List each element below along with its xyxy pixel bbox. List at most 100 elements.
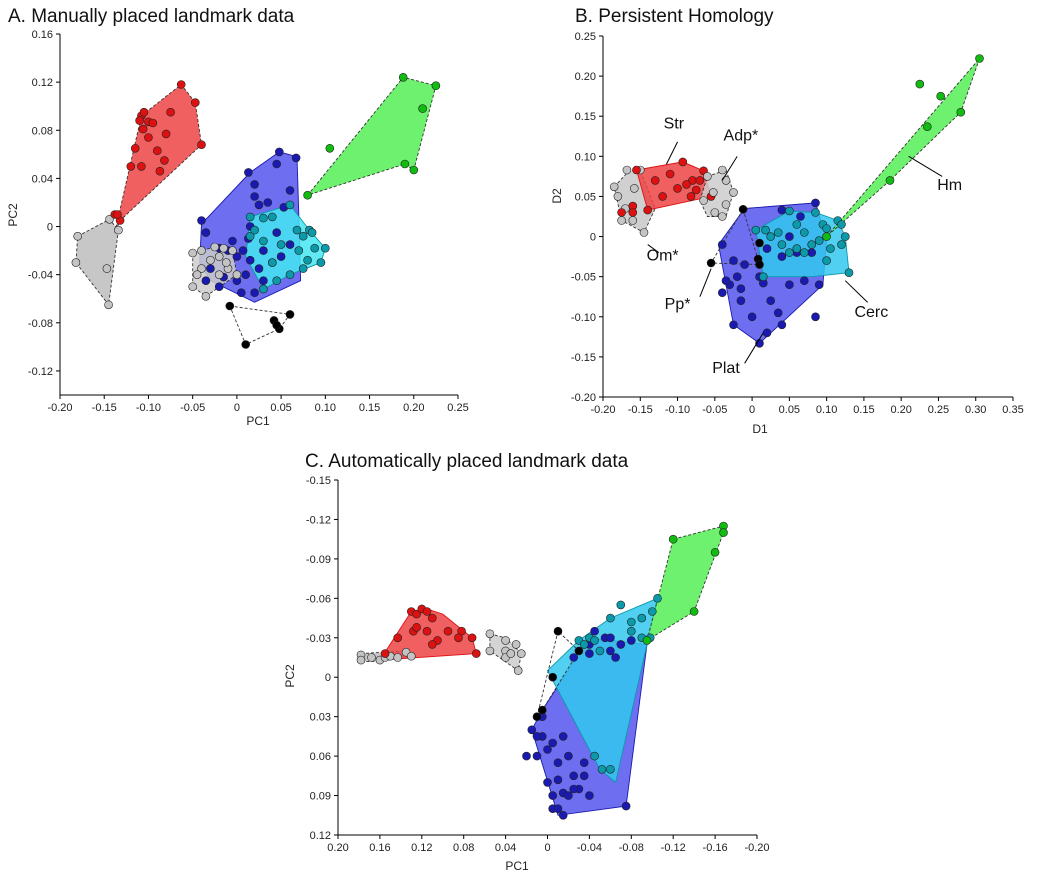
panel-b-group-1-point: [678, 157, 688, 167]
panel-a-group-2-point: [244, 168, 253, 177]
panel-b-x-tick-label: -0.15: [628, 404, 653, 416]
panel-b-group-0-point: [628, 216, 638, 225]
panel-c-group-3-point: [621, 801, 631, 811]
panel-b-y-tick-label: -0.10: [571, 312, 596, 324]
panel-c-group-4-point: [590, 636, 599, 645]
panel-a-group-4-point: [214, 252, 224, 261]
panel-b-group-3-point: [766, 296, 776, 306]
panel-b-annotation-label: Plat: [712, 360, 740, 377]
panel-a-group-3-point: [267, 212, 277, 222]
panel-c-x-tick-label: -0.12: [661, 842, 686, 854]
panel-c-ylabel: PC2: [283, 664, 297, 688]
panel-c-group-2-point: [506, 649, 516, 658]
panel-c-group-3-point: [626, 636, 636, 645]
panel-a-group-6-hull: [306, 76, 437, 197]
panel-a-x-tick-label: 0.05: [270, 402, 291, 414]
panel-b-y-tick-label: 0: [590, 232, 596, 244]
panel-c-y-tick-label: -0.06: [306, 593, 331, 605]
panel-b-group-4-point: [785, 248, 794, 257]
panel-a-y-tick-label: 0.12: [32, 77, 53, 89]
panel-a-x-tick-label: 0.15: [359, 402, 380, 414]
panel-b-group-3-point: [729, 320, 738, 330]
panel-c-group-4-point: [626, 626, 636, 636]
panel-a-x-tick-label: -0.20: [47, 402, 72, 414]
panel-b-y-tick-label: -0.20: [571, 392, 596, 404]
panel-a-group-2-point: [272, 159, 282, 169]
panel-c-group-4-point: [595, 646, 605, 656]
panel-a-group-1-point: [144, 133, 153, 142]
panel-a-group-5-hull: [229, 305, 291, 346]
panel-a-group-4-point: [214, 270, 224, 280]
panel-b-group-3-point: [796, 212, 805, 221]
panel-a-group-2-point: [291, 153, 301, 163]
panel-b-group-4-point: [840, 232, 850, 241]
panel-a-group-2-point: [259, 246, 268, 255]
panel-b-annotation-leader: [699, 268, 712, 297]
panel-a-group-1-point: [161, 129, 171, 139]
panel-b-x-tick-label: -0.20: [590, 404, 615, 416]
panel-b-x-tick-label: 0.25: [928, 404, 949, 416]
panel-b-x-tick-label: 0.20: [890, 404, 911, 416]
panel-c-group-3-point: [590, 626, 599, 636]
panel-b-group-4-point: [799, 248, 809, 257]
panel-b-x-tick-label: 0: [749, 404, 755, 416]
panel-a-group-2-point: [250, 192, 259, 201]
panel-a-plot: -0.20 -0.15 -0.10 -0.05 0 0.05 0.10 0.15 0.20 0.2…: [28, 29, 469, 414]
panel-b-group-4-point: [822, 256, 831, 265]
panel-b-group-3-point: [777, 205, 787, 215]
panel-b-x-tick-label: 0.05: [779, 404, 800, 416]
panel-c-group-3-point: [569, 771, 579, 781]
panel-a-group-6-point: [409, 165, 419, 175]
panel-c-x-tick-label: 0: [544, 842, 550, 854]
panel-a-group-4-point: [206, 255, 215, 265]
panel-a-group-3-point: [307, 228, 317, 237]
panel-a-group-2-point: [276, 252, 286, 261]
panel-c-x-tick-label: 0.16: [369, 842, 390, 854]
panel-b-group-2-point: [699, 196, 708, 205]
panel-c-x-tick-label: -0.20: [744, 842, 769, 854]
panel-a-group-0-point: [102, 264, 112, 273]
panel-c-group-1-point: [393, 633, 403, 643]
panel-c-group-0-point: [393, 653, 403, 662]
panel-c-group-4-point: [579, 640, 589, 649]
panel-c-group-5-point: [548, 672, 558, 682]
panel-a-group-3-point: [316, 258, 326, 267]
panel-a-group-4-point: [197, 246, 206, 255]
panel-c-group-5-point: [574, 646, 584, 656]
panel-b-group-1-point: [650, 176, 660, 185]
panel-c-group-6-point: [719, 528, 728, 537]
panel-c-group-1-point: [422, 626, 432, 636]
panel-c-group-3-point: [585, 649, 594, 658]
panel-a-group-3-point: [298, 264, 308, 273]
panel-b-group-0-point: [617, 216, 626, 225]
panel-a-group-3-point: [294, 246, 304, 255]
panel-b-group-6-point: [956, 107, 966, 117]
panel-b-annotation-leader: [844, 280, 868, 303]
panel-a-x-tick-label: 0.25: [447, 402, 468, 414]
panel-b-annotation-leader: [744, 332, 764, 364]
panel-c-group-6-point: [668, 534, 678, 544]
panel-b-group-1-point: [673, 184, 682, 193]
panel-c-group-3-point: [569, 784, 579, 794]
panel-b-group-4-point: [811, 208, 820, 217]
panel-c-group-3-point: [532, 732, 542, 741]
panel-b-group-1-point: [628, 208, 638, 217]
panel-a-group-0-point: [114, 225, 123, 235]
panel-c-group-4-point: [606, 613, 615, 623]
panel-a-x-tick-label: -0.15: [92, 402, 117, 414]
panel-c-group-3-point: [564, 791, 573, 800]
panel-b-group-4-point: [792, 220, 802, 229]
panel-b-group-2-point: [703, 172, 712, 181]
panel-a-group-1-point: [153, 146, 162, 155]
panel-a-group-5-point: [285, 310, 295, 319]
panel-a-group-1-point: [166, 107, 175, 117]
panel-a-group-2-point: [254, 264, 264, 273]
panel-c-xlabel: PC1: [505, 859, 529, 873]
panel-b-y-tick-label: 0.25: [575, 31, 596, 43]
panel-a-group-3-point: [250, 225, 259, 235]
panel-b-annotation-label: Str: [664, 115, 685, 132]
panel-c-group-1-point: [422, 607, 432, 616]
panel-c-y-tick-label: -0.12: [306, 514, 331, 526]
panel-a-group-2-point: [206, 264, 215, 273]
panel-b-group-3-point: [747, 312, 757, 322]
